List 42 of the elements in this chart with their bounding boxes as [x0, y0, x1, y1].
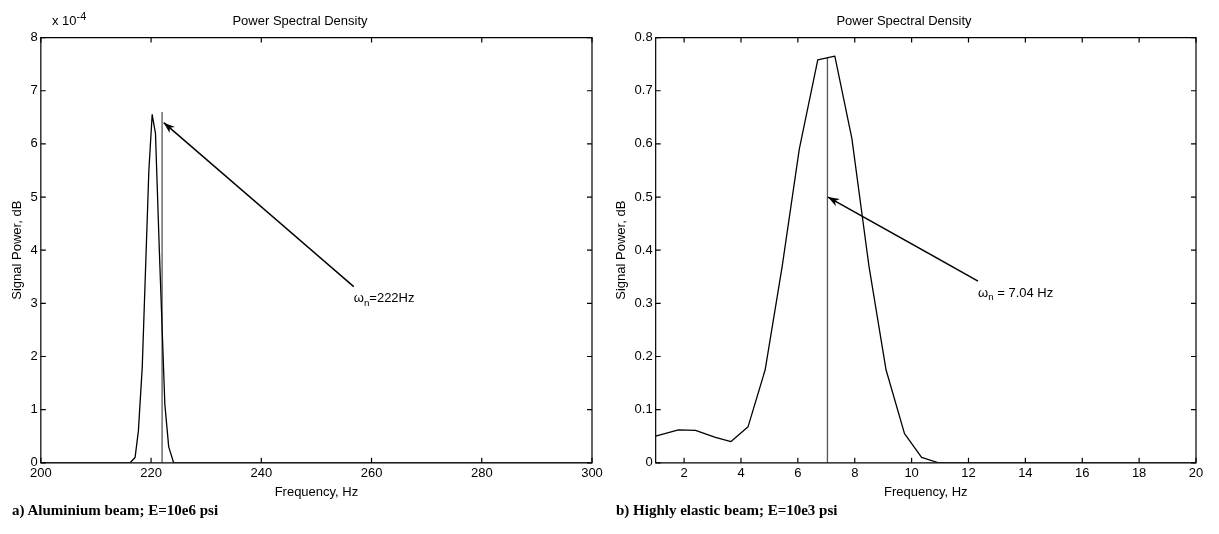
x-axis-title: Frequency, Hz	[884, 483, 968, 499]
x-axis-title: Frequency, Hz	[274, 483, 359, 499]
x-tick-label: 260	[360, 465, 383, 481]
chart-title: Power Spectral Density	[836, 13, 973, 29]
x-tick-label: 10	[904, 465, 919, 481]
x-tick-label: 14	[1018, 465, 1033, 481]
chart-title: Power Spectral Density	[232, 13, 369, 29]
x-tick-label: 300	[581, 465, 603, 481]
x-tick-label: 18	[1131, 465, 1147, 481]
x-tick-label: 8	[851, 465, 859, 481]
y-tick-label: 0.2	[634, 348, 653, 364]
y-tick-label: 0.5	[634, 188, 653, 204]
x-tick-label: 16	[1075, 465, 1090, 481]
text: x 10$^{-4}$	[52, 10, 87, 29]
y-tick-label: 4	[30, 241, 38, 257]
y-axis-title: Signal Power, dB	[613, 200, 629, 300]
y-tick-label: 0.8	[634, 29, 653, 45]
x-tick-label: 6	[794, 465, 802, 481]
x-tick-label: 240	[250, 465, 273, 481]
y-tick-label: 0.3	[634, 294, 653, 310]
x-tick-label: 12	[961, 465, 976, 481]
x-tick-label: 20	[1188, 465, 1204, 481]
x-tick-label: 220	[140, 465, 162, 481]
x-tick-label: 280	[470, 465, 493, 481]
x-tick-label: 2	[680, 465, 688, 481]
y-tick-label: 0.7	[634, 82, 653, 98]
x-tick-label: 4	[737, 465, 745, 481]
y-tick-label: 0.6	[634, 135, 653, 151]
y-tick-label: 5	[30, 188, 38, 204]
y-tick-label: 2	[30, 348, 38, 364]
y-tick-label: 6	[30, 135, 38, 151]
y-tick-label: 0.1	[634, 401, 653, 417]
y-tick-label: 8	[30, 29, 38, 45]
text: a) Aluminium beam; E=10e6 psi	[11, 502, 220, 519]
y-axis-title: Signal Power, dB	[9, 200, 25, 300]
text: b) Highly elastic beam; E=10e3 psi	[615, 502, 839, 519]
y-tick-label: 0.4	[634, 241, 653, 257]
y-tick-label: 7	[30, 82, 38, 98]
y-tick-label: 1	[30, 401, 38, 417]
y-tick-label: 3	[30, 294, 38, 310]
x-tick-label: 200	[29, 465, 52, 481]
y-tick-label: 0	[645, 454, 653, 470]
